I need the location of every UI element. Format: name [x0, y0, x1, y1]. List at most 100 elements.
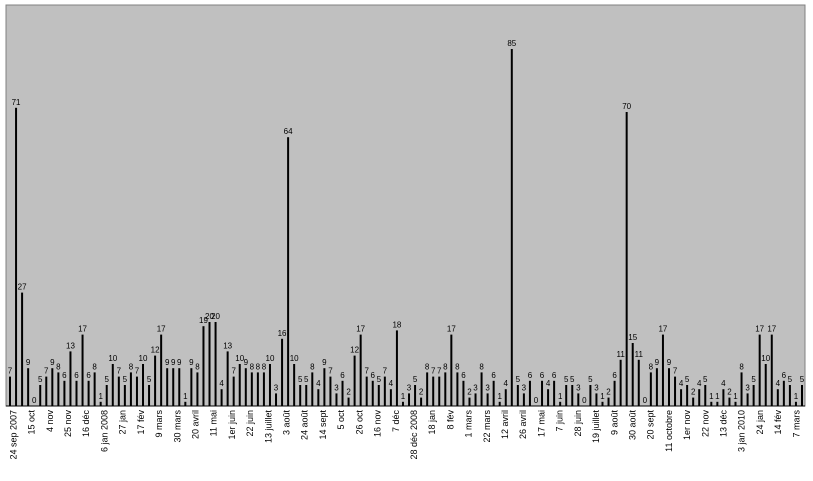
- bar-value-label-11: 6: [74, 371, 79, 380]
- bar-49: [305, 385, 308, 406]
- bar-value-label-47: 10: [290, 354, 299, 363]
- bar-value-label-55: 6: [340, 371, 345, 380]
- tick-label-25: 1 mars: [464, 410, 474, 438]
- bar-value-label-82: 4: [504, 379, 509, 388]
- bar-116: [710, 401, 713, 406]
- bar-value-label-100: 6: [612, 371, 617, 380]
- bar-3: [27, 368, 30, 406]
- bar-84: [516, 385, 519, 406]
- bar-108: [661, 334, 664, 406]
- bar-value-label-123: 5: [751, 375, 756, 384]
- bar-14: [93, 372, 96, 406]
- bar-107: [655, 368, 658, 406]
- tick-label-31: 28 juin: [573, 410, 583, 437]
- bar-value-label-84: 5: [516, 375, 521, 384]
- bar-121: [740, 372, 743, 406]
- bar-123: [752, 385, 755, 406]
- bar-48: [299, 385, 302, 406]
- bar-value-label-98: 1: [600, 392, 605, 401]
- bar-value-label-50: 8: [310, 362, 315, 371]
- bar-value-label-101: 11: [616, 350, 625, 359]
- bar-89: [547, 389, 550, 406]
- bar-value-label-71: 7: [437, 367, 442, 376]
- bar-32: [202, 326, 205, 406]
- bar-value-label-80: 6: [491, 371, 496, 380]
- bar-value-label-125: 10: [761, 354, 770, 363]
- bar-value-label-91: 1: [558, 392, 563, 401]
- bar-value-label-46: 64: [284, 127, 293, 136]
- bar-98: [601, 401, 604, 406]
- tick-label-23: 18 jan: [427, 410, 437, 435]
- bar-value-label-38: 10: [235, 354, 244, 363]
- bar-67: [414, 385, 417, 406]
- bar-77: [474, 393, 477, 406]
- bar-value-label-92: 5: [564, 375, 569, 384]
- bar-110: [674, 376, 677, 406]
- bar-value-label-85: 3: [522, 383, 527, 392]
- bar-value-label-74: 8: [455, 362, 460, 371]
- bar-53: [329, 376, 332, 406]
- bar-122: [746, 393, 749, 406]
- bar-value-label-2: 27: [18, 283, 27, 292]
- tick-label-9: 30 mars: [172, 410, 182, 443]
- bar-129: [788, 385, 791, 406]
- bar-value-label-19: 5: [123, 375, 128, 384]
- bar-91: [559, 401, 562, 406]
- bar-value-label-126: 17: [767, 325, 776, 334]
- bar-69: [426, 372, 429, 406]
- bar-value-label-48: 5: [298, 375, 303, 384]
- tick-label-7: 17 fév: [136, 410, 146, 435]
- tick-label-32: 19 juillet: [591, 410, 601, 444]
- bar-value-label-66: 3: [407, 383, 412, 392]
- bar-value-label-49: 5: [304, 375, 309, 384]
- bar-value-label-42: 8: [262, 362, 267, 371]
- bar-128: [782, 380, 785, 406]
- bar-31: [196, 372, 199, 406]
- bar-value-label-62: 7: [383, 367, 388, 376]
- bar-value-label-95: 0: [582, 396, 587, 405]
- bar-value-label-44: 3: [274, 383, 279, 392]
- bar-130: [794, 401, 797, 406]
- bar-106: [649, 372, 652, 406]
- bar-value-label-28: 9: [177, 358, 182, 367]
- bar-21: [135, 376, 138, 406]
- bar-11: [75, 380, 78, 406]
- tick-label-36: 11 octobre: [664, 410, 674, 452]
- bar-115: [704, 385, 707, 406]
- bar-value-label-89: 4: [546, 379, 551, 388]
- bar-value-label-72: 8: [443, 362, 448, 371]
- bar-value-label-88: 6: [540, 371, 545, 380]
- tick-label-6: 27 jan: [118, 410, 128, 435]
- tick-label-42: 14 fév: [773, 410, 783, 435]
- bar-value-label-106: 8: [649, 362, 654, 371]
- tick-label-33: 9 août: [609, 410, 619, 436]
- bar-81: [498, 401, 501, 406]
- tick-label-21: 7 déc: [391, 410, 401, 433]
- bar-value-label-75: 6: [461, 371, 466, 380]
- bar-value-label-117: 1: [715, 392, 720, 401]
- bar-79: [486, 393, 489, 406]
- bar-value-label-70: 7: [431, 367, 436, 376]
- bar-64: [395, 330, 398, 406]
- bar-value-label-90: 6: [552, 371, 557, 380]
- bar-109: [667, 368, 670, 406]
- tick-label-40: 3 jan 2010: [737, 410, 747, 452]
- tick-label-43: 7 mars: [791, 410, 801, 438]
- bar-value-label-45: 16: [278, 329, 287, 338]
- tick-label-10: 20 avril: [190, 410, 200, 439]
- bar-0: [9, 376, 11, 406]
- plot-area: [5, 4, 806, 407]
- bar-value-label-12: 17: [78, 325, 87, 334]
- bar-value-label-115: 5: [703, 375, 708, 384]
- tick-label-34: 30 août: [627, 410, 637, 441]
- bar-59: [365, 376, 368, 406]
- bar-66: [408, 393, 411, 406]
- bar-75: [462, 380, 465, 406]
- bar-value-label-67: 5: [413, 375, 418, 384]
- bar-value-label-18: 7: [117, 367, 122, 376]
- bar-46: [287, 137, 290, 406]
- bar-value-label-108: 17: [658, 325, 667, 334]
- bar-value-label-52: 9: [322, 358, 327, 367]
- bar-value-label-109: 9: [667, 358, 672, 367]
